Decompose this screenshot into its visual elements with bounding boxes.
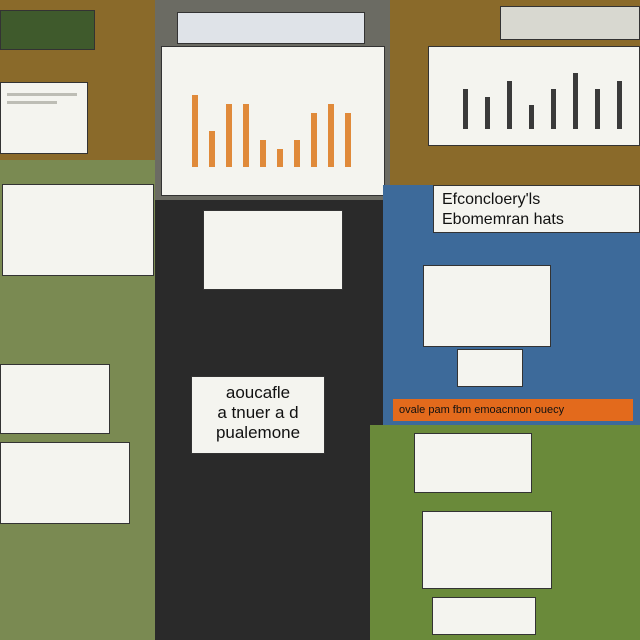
tm-header-card: [177, 12, 365, 44]
tl-text-line: [7, 93, 77, 96]
center-sign-line-3: pualemone: [215, 423, 301, 442]
tl-chart-card: [0, 82, 88, 154]
bar-mark: [294, 140, 300, 167]
bar-mark: [260, 140, 266, 167]
br-bottom-card: [432, 597, 536, 635]
cm-top-card: [203, 210, 343, 290]
tm-chart-card: [161, 46, 385, 196]
bar-mark: [345, 113, 351, 167]
bar-mark: [226, 104, 232, 167]
bar-mark: [507, 81, 512, 129]
tl-title-card: [0, 10, 95, 50]
top-left-photo: [0, 0, 155, 160]
bar-mark: [209, 131, 215, 167]
center-sign-line-2: a tnuer a d: [217, 403, 299, 422]
bottom-right-area: [370, 425, 640, 640]
collage-chart-card: [423, 265, 551, 347]
bar-mark: [529, 105, 534, 129]
collage-small-card: [457, 349, 523, 387]
bar-mark: [485, 97, 490, 129]
tl-text-line: [7, 101, 57, 104]
top-right-area: [390, 0, 640, 185]
tr-chart-card: [428, 46, 640, 146]
bar-mark: [192, 95, 198, 167]
lc-card-3: [0, 442, 130, 524]
center-monitor: aoucafle a tnuer a d pualemone: [155, 200, 383, 640]
top-middle-area: [155, 0, 390, 200]
collage-board: Efconcloery'ls Ebomemran hats ovale pam …: [383, 185, 640, 425]
bar-mark: [243, 104, 249, 167]
bar-mark: [617, 81, 622, 129]
collage-heading-line-2: Ebomemran hats: [442, 211, 564, 228]
br-top-card: [414, 433, 532, 493]
bar-mark: [277, 149, 283, 167]
bar-mark: [328, 104, 334, 167]
collage-heading-card: Efconcloery'ls Ebomemran hats: [433, 185, 640, 233]
bar-mark: [463, 89, 468, 129]
orange-banner: ovale pam fbm emoacnnon ouecy: [393, 399, 633, 421]
tm-bar-chart: [192, 95, 351, 167]
lc-card-1: [2, 184, 154, 276]
br-chart-card: [422, 511, 552, 589]
bar-mark: [551, 89, 556, 129]
orange-banner-text: ovale pam fbm emoacnnon ouecy: [399, 404, 565, 416]
center-sign-line-1: aoucafle: [225, 383, 291, 402]
tr-header-card: [500, 6, 640, 40]
collage-heading-line-1: Efconcloery'ls: [442, 191, 541, 208]
tr-bar-chart: [463, 73, 622, 129]
center-sign: aoucafle a tnuer a d pualemone: [191, 376, 325, 454]
lc-card-2: [0, 364, 110, 434]
bar-mark: [595, 89, 600, 129]
bar-mark: [311, 113, 317, 167]
left-column: [0, 160, 155, 640]
bar-mark: [573, 73, 578, 129]
